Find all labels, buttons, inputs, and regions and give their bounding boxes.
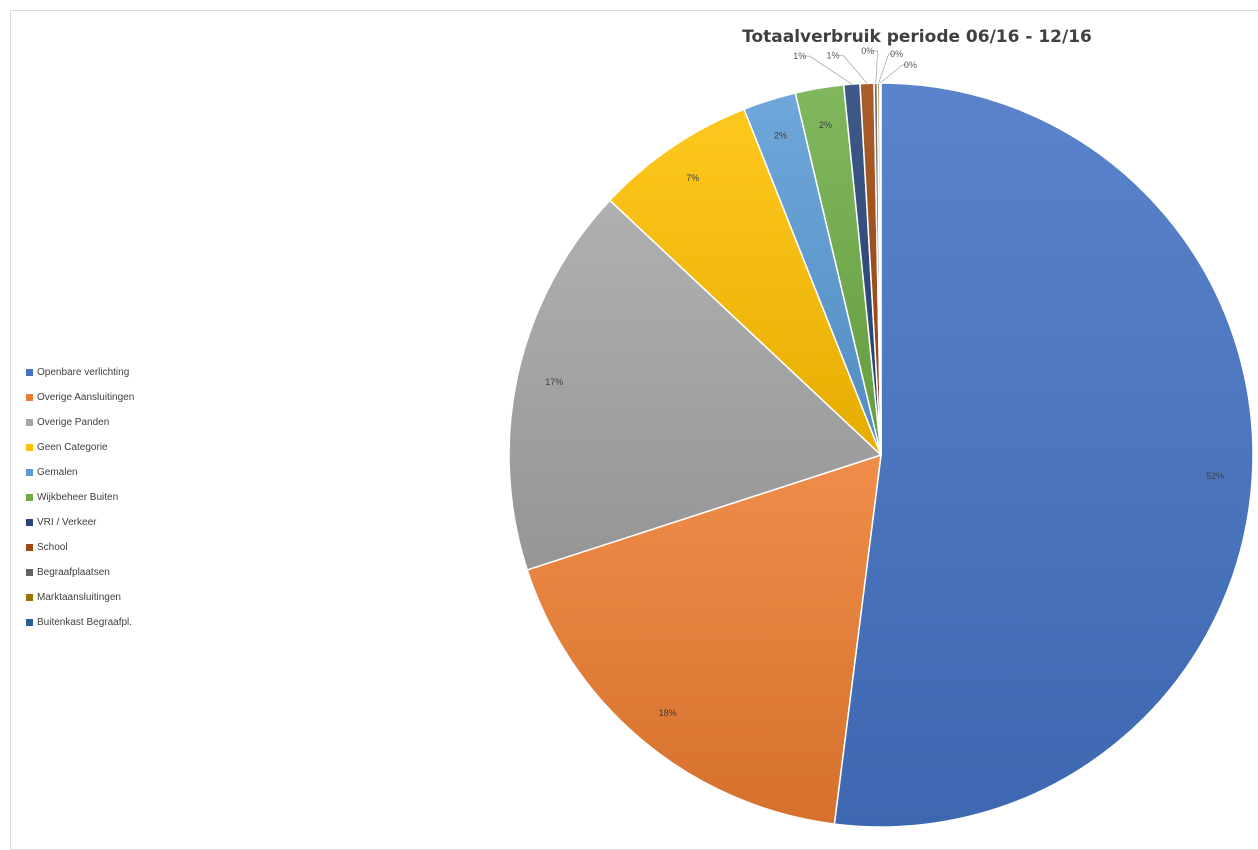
legend-label: Begraafplaatsen [37,567,110,578]
legend-item: Overige Panden [26,410,134,435]
legend-label: Marktaansluitingen [37,592,121,603]
slice-data-label: 2% [774,131,787,141]
slice-data-label: 18% [659,708,677,718]
legend-label: School [37,542,68,553]
legend-item: Geen Categorie [26,435,134,460]
pie-slice-geen-categorie [608,108,882,456]
slice-data-label: 0% [890,49,903,59]
slice-data-label: 0% [904,60,917,70]
legend-label: Buitenkast Begraafpl. [37,617,133,628]
legend-swatch [26,544,33,551]
legend-item: Begraafplaatsen [26,560,134,585]
slice-data-label: 1% [793,51,806,61]
slice-data-label: 0% [861,46,874,56]
legend-label: Overige Aansluitingen [37,392,135,403]
legend-swatch [26,569,33,576]
slice-data-label: 7% [686,173,699,183]
legend-label: Openbare verlichting [37,367,130,378]
legend-item: School [26,535,134,560]
legend-item: Gemalen [26,460,134,485]
leader-line [803,55,853,85]
pie-slice-openbare-verlichting [833,82,1254,828]
legend-swatch [26,444,33,451]
legend-swatch [26,494,33,501]
legend-swatch [26,619,33,626]
label-leader-lines [803,50,909,85]
leader-line [871,50,879,84]
chart-title: Totaalverbruik periode 06/16 - 12/16 [742,27,1092,47]
legend-item: Overige Aansluitingen [26,385,134,410]
pie-slice-buitenkast-begraafpl [879,82,882,456]
pie-slice-overige-aansluitingen [526,453,882,825]
slice-data-label: 1% [826,50,839,60]
legend-label: Geen Categorie [37,442,108,453]
pie-slices [508,82,1254,828]
slice-labels: 52%18%17%7%2%2%1% 1% 0% 0%0% [545,46,1224,718]
legend-label: Gemalen [37,467,78,478]
legend-item: Openbare verlichting [26,360,134,385]
legend-swatch [26,469,33,476]
legend-item: VRI / Verkeer [26,510,134,535]
leader-line [836,54,868,84]
legend-item: Buitenkast Begraafpl. [26,610,134,635]
legend-swatch [26,594,33,601]
slice-data-label: 52% [1206,471,1224,481]
legend-item: Marktaansluitingen [26,585,134,610]
legend-item: Wijkbeheer Buiten [26,485,134,510]
legend-label: Wijkbeheer Buiten [37,492,119,503]
legend-label: Overige Panden [37,417,110,428]
leader-line [878,53,895,84]
chart-legend: Openbare verlichting Overige Aansluitinge… [26,360,134,635]
legend-label: VRI / Verkeer [37,517,97,528]
leader-line [880,64,909,84]
slice-data-label: 2% [819,120,832,130]
pie-slice-overige-panden [508,199,883,571]
legend-swatch [26,519,33,526]
slice-data-label: 17% [545,377,563,387]
legend-swatch [26,419,33,426]
legend-swatch [26,369,33,376]
legend-swatch [26,394,33,401]
